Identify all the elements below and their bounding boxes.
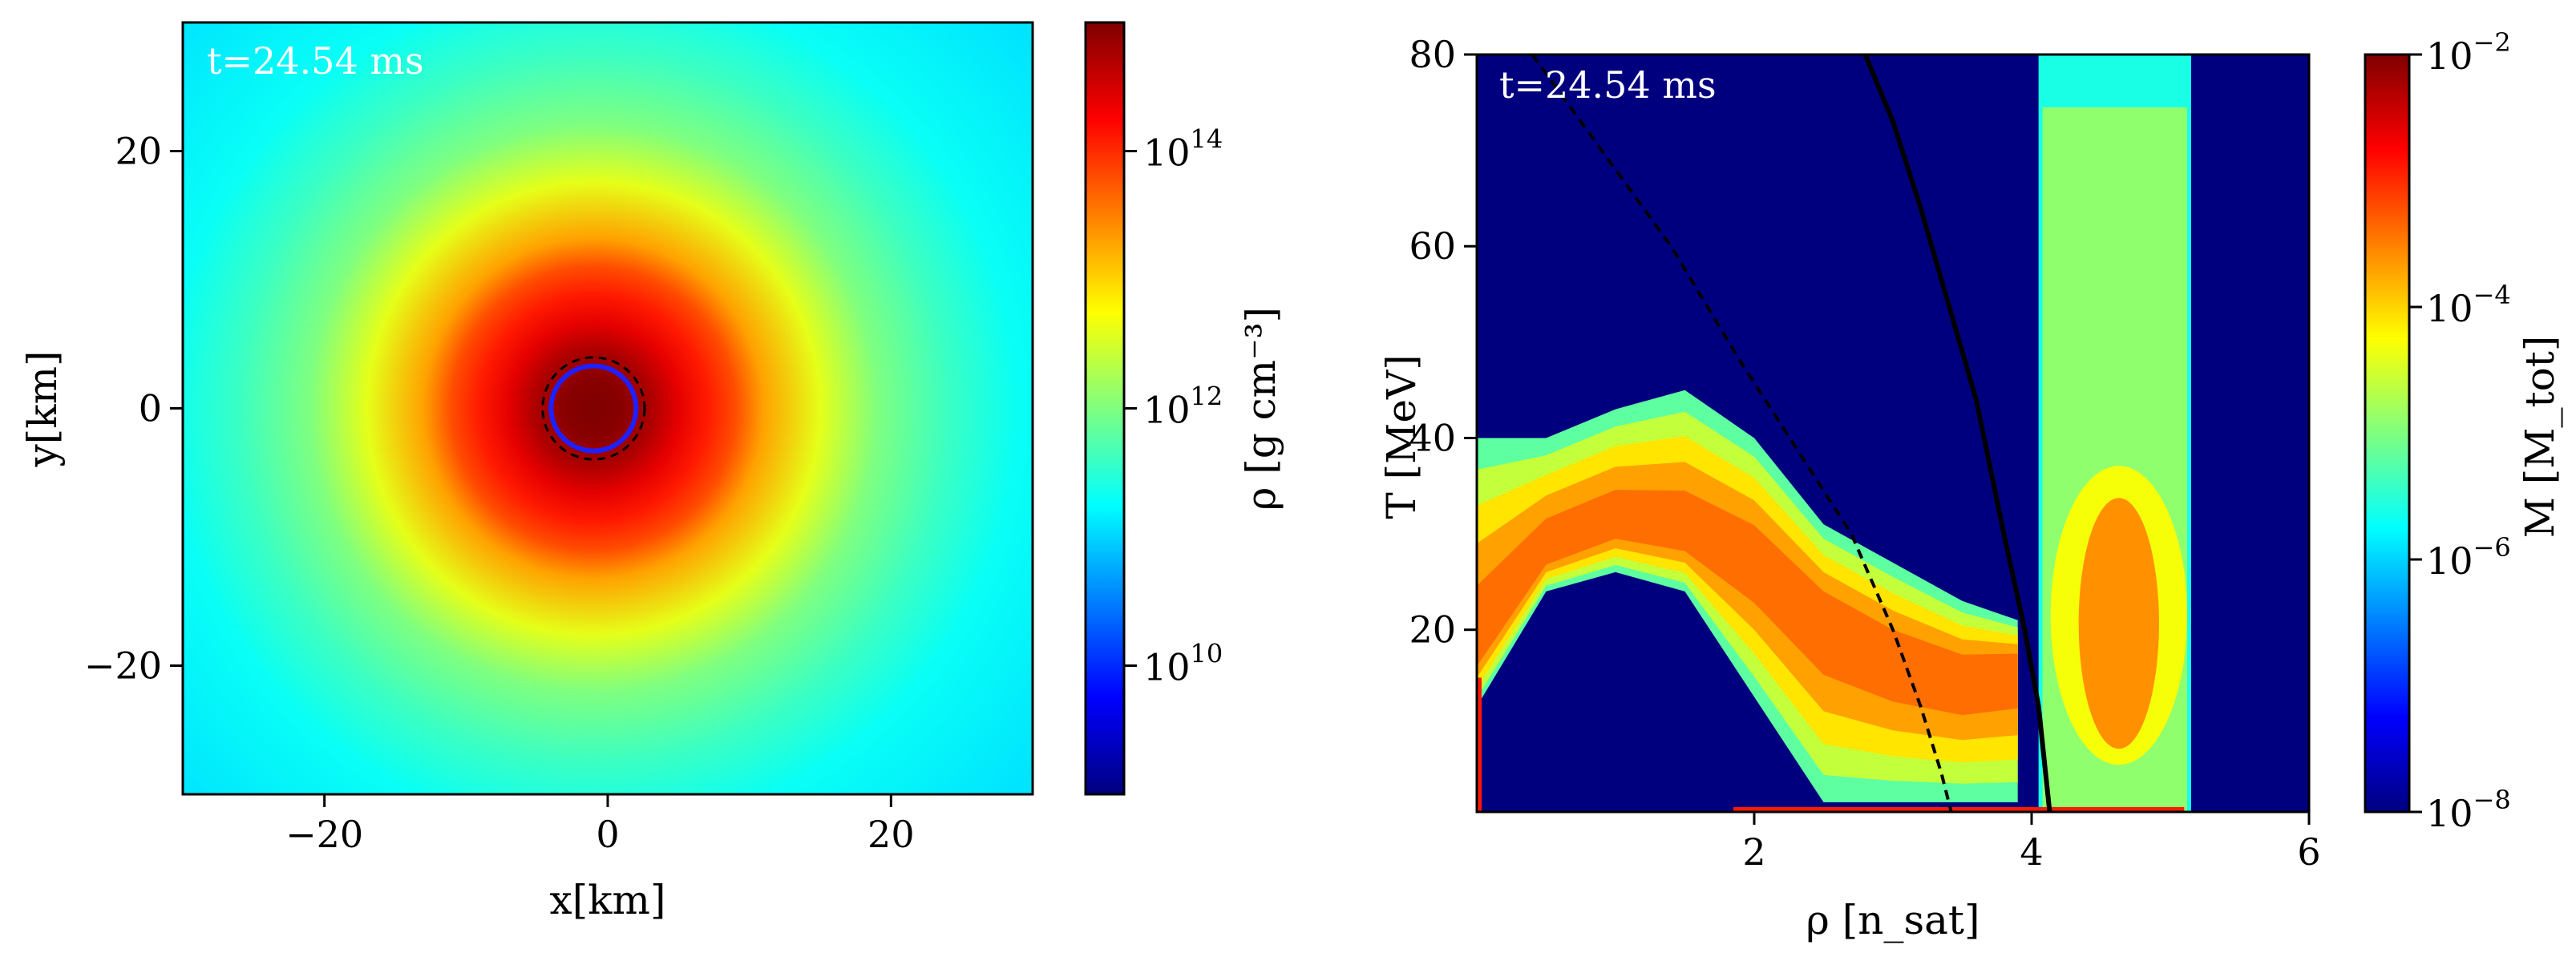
right-xtick-label: 4 — [2020, 830, 2043, 874]
right-colorbar — [2364, 53, 2411, 814]
right-cbar-tick-label: 10−8 — [2426, 785, 2511, 835]
dashed-ring — [541, 356, 646, 461]
left-time-label: t=24.54 ms — [207, 39, 424, 83]
density-heatmap — [183, 22, 1033, 794]
left-colorbar-ticks: 1010 1012 1014 — [1124, 124, 1223, 689]
left-axis-ticks: −20 0 20 −20 0 20 — [84, 130, 915, 857]
right-xlabel: ρ [n_sat] — [1806, 897, 1980, 943]
right-cbar-tick-label: 10−6 — [2426, 532, 2511, 583]
left-xtick-label: −20 — [285, 813, 363, 856]
right-ylabel: T [MeV] — [1378, 354, 1425, 519]
right-panel: t=24.54 ms 2 4 6 20 40 60 80 ρ [n_sat] T [MeV]… — [1378, 27, 2563, 943]
left-colorbar — [1084, 21, 1126, 796]
solid-boundary — [1862, 55, 2052, 812]
right-cbar-tick-label: 10−4 — [2426, 280, 2511, 330]
core-circle — [548, 363, 639, 454]
right-time-label: t=24.54 ms — [1499, 63, 1717, 107]
left-xlabel: x[km] — [550, 877, 666, 923]
right-cbar-label: M [M_tot] — [2517, 336, 2563, 539]
right-ytick-label: 80 — [1409, 33, 1456, 76]
left-ylabel: y[km] — [19, 351, 66, 468]
left-cbar-tick-label: 1010 — [1143, 639, 1223, 689]
left-xtick-label: 0 — [596, 813, 619, 856]
right-xtick-label: 6 — [2297, 830, 2320, 874]
right-colorbar-ticks: 10−8 10−6 10−4 10−2 — [2409, 27, 2511, 835]
right-xtick-label: 2 — [1742, 830, 1765, 874]
right-ytick-label: 20 — [1409, 608, 1456, 652]
left-ytick-label: 20 — [115, 130, 162, 173]
high-density-hot-region — [2078, 498, 2159, 749]
left-xtick-label: 20 — [867, 813, 915, 856]
dashed-boundary — [1531, 55, 1953, 812]
right-ytick-label: 40 — [1409, 416, 1456, 459]
left-cbar-tick-label: 1012 — [1143, 382, 1223, 432]
hadronic-branch-band — [1477, 490, 2018, 716]
right-ytick-label: 60 — [1409, 224, 1456, 268]
left-ytick-label: −20 — [84, 644, 162, 688]
left-ytick-label: 0 — [139, 387, 162, 430]
left-cbar-tick-label: 1014 — [1143, 124, 1223, 175]
left-panel: t=24.54 ms −20 0 20 −20 0 20 x[km] y[km] 1010… — [19, 21, 1284, 923]
left-cbar-label: ρ [g cm⁻³] — [1238, 307, 1284, 511]
right-frame — [1475, 53, 2311, 814]
right-cbar-tick-label: 10−2 — [2426, 27, 2511, 78]
right-axis-ticks: 2 4 6 20 40 60 80 — [1409, 33, 2320, 874]
